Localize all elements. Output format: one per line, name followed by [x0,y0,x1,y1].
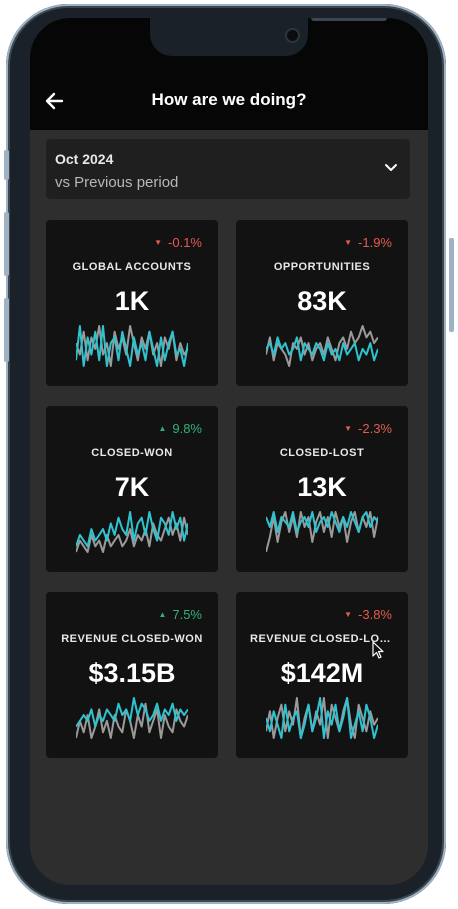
delta-value: -3.8% [358,607,392,622]
sparkline-series-previous [76,702,188,739]
back-button[interactable] [44,90,66,112]
card-value: 13K [297,472,347,502]
sparkline-chart [76,325,188,367]
delta-value: 7.5% [172,607,202,622]
comparison-period: vs Previous period [55,174,179,191]
delta-indicator: ▲ 9.8% [158,421,202,436]
arrow-left-icon [45,92,64,110]
mouse-pointer-icon [372,641,384,659]
card-label: REVENUE CLOSED-WON [61,633,203,645]
card-value: 7K [114,472,150,502]
sparkline-chart [76,511,188,553]
card-value: 83K [297,286,347,316]
sparkline-series-current [76,697,188,728]
selected-period: Oct 2024 [55,151,114,167]
sparkline-chart [266,511,378,553]
trend-arrow-icon: ▼ [154,238,163,247]
kpi-card-revenue-closed-won[interactable]: ▲ 7.5% REVENUE CLOSED-WON $3.15B [46,592,218,758]
kpi-card-closed-lost[interactable]: ▼ -2.3% CLOSED-LOST 13K [236,406,408,572]
header-bar: How are we doing? [30,18,428,130]
kpi-card-global-accounts[interactable]: ▼ -0.1% GLOBAL ACCOUNTS 1K [46,220,218,386]
card-label: OPPORTUNITIES [273,261,371,273]
page-title: How are we doing? [151,90,307,109]
period-selector[interactable]: Oct 2024 vs Previous period [46,139,410,199]
phone-notch [150,18,387,56]
phone-side-button [4,212,9,276]
trend-arrow-icon: ▼ [344,424,353,433]
phone-side-button [4,150,9,180]
card-value: $3.15B [88,658,176,688]
speaker-grille [311,18,387,21]
chevron-down-icon [385,164,397,171]
app-screen: How are we doing? Oct 2024 vs Previous p… [30,18,428,885]
sparkline-chart [76,697,188,739]
delta-indicator: ▼ -0.1% [154,235,202,250]
kpi-card-revenue-closed-lost[interactable]: ▼ -3.8% REVENUE CLOSED-LOST $142M [236,592,408,758]
kpi-card-closed-won[interactable]: ▲ 9.8% CLOSED-WON 7K [46,406,218,572]
card-label: GLOBAL ACCOUNTS [72,261,192,273]
kpi-card-opportunities[interactable]: ▼ -1.9% OPPORTUNITIES 83K [236,220,408,386]
card-label: CLOSED-WON [91,447,173,459]
trend-arrow-icon: ▼ [344,238,353,247]
delta-value: -2.3% [358,421,392,436]
sparkline-chart [266,697,378,739]
phone-side-button [449,238,454,332]
delta-indicator: ▼ -3.8% [344,607,392,622]
sparkline-chart [266,325,378,367]
camera-icon [287,30,298,41]
trend-arrow-icon: ▼ [344,610,353,619]
delta-value: 9.8% [172,421,202,436]
sparkline-series-current [266,336,378,362]
sparkline-series-current [76,325,188,367]
delta-value: -1.9% [358,235,392,250]
card-value: $142M [280,658,364,688]
card-value: 1K [114,286,150,316]
delta-indicator: ▲ 7.5% [158,607,202,622]
phone-side-button [4,298,9,362]
trend-arrow-icon: ▲ [158,610,167,619]
delta-value: -0.1% [168,235,202,250]
card-label: CLOSED-LOST [279,447,365,459]
sparkline-series-previous [266,325,378,367]
delta-indicator: ▼ -2.3% [344,421,392,436]
sparkline-series-current [76,511,188,548]
sparkline-series-current [266,511,378,533]
trend-arrow-icon: ▲ [158,424,167,433]
sparkline-series-previous [76,516,188,553]
sparkline-series-previous [76,325,188,367]
delta-indicator: ▼ -1.9% [344,235,392,250]
sparkline-series-current [266,697,378,739]
